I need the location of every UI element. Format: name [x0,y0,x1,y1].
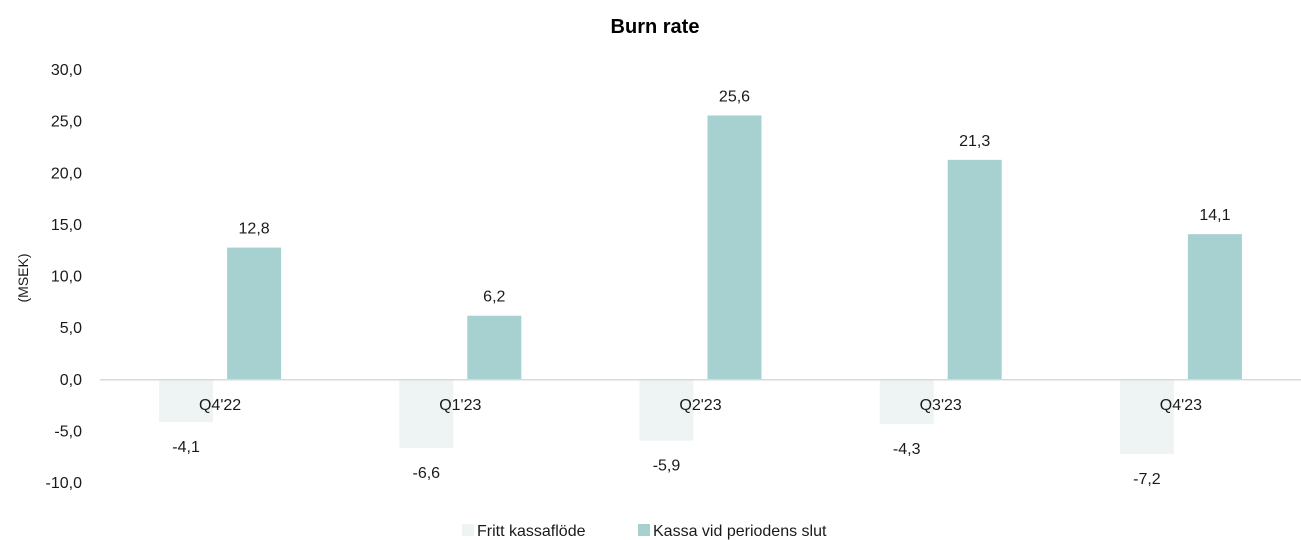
category-label: Q3'23 [920,397,962,414]
bar-kassa-3 [947,159,1002,380]
data-label: -6,6 [413,465,441,482]
bar-fritt-kassaflode-0 [159,379,214,423]
category-label: Q2'23 [679,397,721,414]
y-tick-label: 0,0 [60,372,82,389]
bars [159,115,1242,455]
bar-kassa-1 [467,315,522,380]
category-label: Q4'22 [199,397,241,414]
data-label: 21,3 [959,133,990,150]
data-label: -5,9 [653,458,681,475]
y-tick-label: -10,0 [46,475,83,492]
data-label: -4,3 [893,441,921,458]
y-tick-label: 15,0 [51,217,82,234]
y-axis-ticks: 30,0 25,0 20,0 15,0 10,0 5,0 0,0 -5,0 -10,0 [46,62,83,492]
legend-label: Fritt kassaflöde [477,523,586,540]
data-label: -7,2 [1133,471,1161,488]
bar-fritt-kassaflode-4 [1119,379,1174,455]
y-tick-label: -5,0 [54,423,82,440]
bar-fritt-kassaflode-1 [399,379,454,448]
y-axis-label: (MSEK) [15,254,31,303]
category-labels: Q4'22 Q1'23 Q2'23 Q3'23 Q4'23 [199,397,1202,414]
category-label: Q1'23 [439,397,481,414]
legend: Fritt kassaflöde Kassa vid periodens slut [462,523,827,540]
data-label: -4,1 [172,439,200,456]
y-tick-label: 5,0 [60,320,82,337]
data-label: 25,6 [719,88,750,105]
bar-kassa-0 [227,247,282,380]
legend-label: Kassa vid periodens slut [653,523,827,540]
category-label: Q4'23 [1160,397,1202,414]
data-label: 12,8 [239,221,270,238]
y-tick-label: 10,0 [51,269,82,286]
chart-title: Burn rate [611,16,700,38]
bar-kassa-2 [707,115,762,380]
y-tick-label: 30,0 [51,62,82,79]
y-tick-label: 20,0 [51,165,82,182]
y-tick-label: 25,0 [51,114,82,131]
bar-fritt-kassaflode-3 [879,379,934,425]
data-labels: -4,1 12,8 -6,6 6,2 -5,9 25,6 -4,3 21,3 -7,2 14,1 [172,88,1230,488]
data-label: 14,1 [1199,207,1230,224]
bar-fritt-kassaflode-2 [639,379,694,441]
legend-swatch [638,524,650,536]
legend-swatch [462,524,474,536]
bar-kassa-4 [1187,234,1242,380]
data-label: 6,2 [483,289,505,306]
